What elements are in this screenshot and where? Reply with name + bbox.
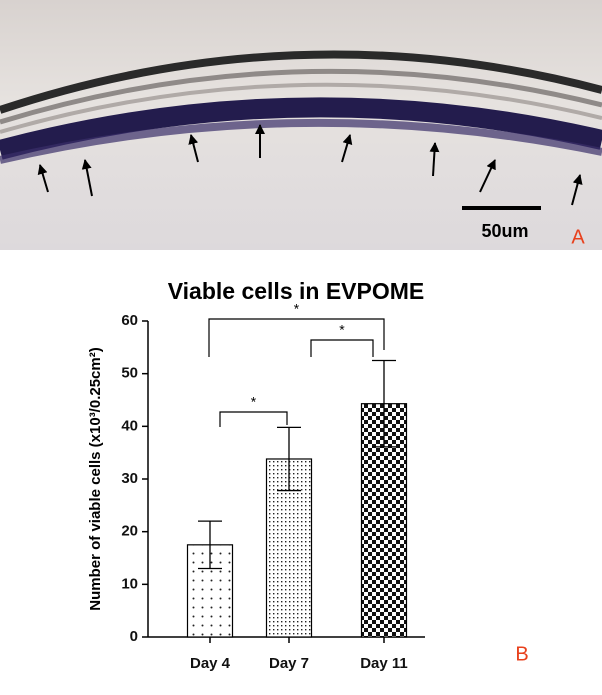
y-axis-label: Number of viable cells (x10³/0.25cm²): [87, 347, 104, 610]
error-bar: [198, 520, 222, 570]
x-tick-label: Day 11: [360, 655, 408, 672]
significance-star: *: [251, 394, 257, 410]
significance-bracket: [219, 411, 288, 427]
panel-label: B: [515, 643, 528, 665]
significance-star: *: [294, 301, 300, 317]
significance-star: *: [339, 322, 345, 338]
x-tick-label: Day 7: [269, 655, 309, 672]
y-tick-label: 0: [130, 628, 138, 645]
panel-label: A: [571, 226, 585, 248]
chart-title: Viable cells in EVPOME: [168, 278, 425, 304]
x-tick-label: Day 4: [190, 655, 231, 672]
y-tick-label: 10: [121, 575, 138, 592]
scale-label: 50um: [481, 221, 528, 241]
error-bar: [277, 426, 301, 492]
y-tick-label: 50: [121, 365, 138, 382]
micrograph: 50um A: [0, 0, 602, 250]
y-tick-label: 20: [121, 523, 138, 540]
y-tick-label: 40: [121, 417, 138, 434]
significance-bracket: [208, 318, 385, 357]
y-tick-label: 60: [121, 312, 138, 329]
error-bar: [372, 359, 396, 448]
significance-bracket: [310, 339, 374, 357]
y-tick-label: 30: [121, 470, 138, 487]
